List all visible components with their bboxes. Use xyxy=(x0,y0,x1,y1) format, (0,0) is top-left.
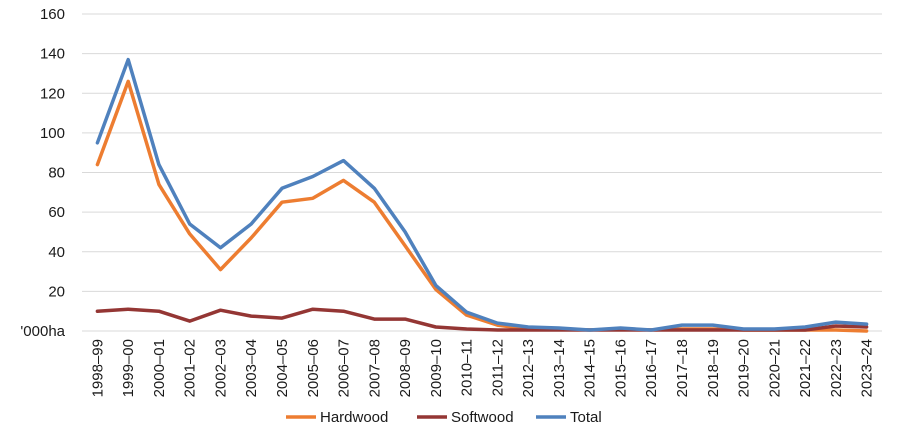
x-tick-label: 2004–05 xyxy=(274,339,291,397)
legend-label-hardwood: Hardwood xyxy=(320,409,388,426)
legend-label-softwood: Softwood xyxy=(451,409,514,426)
x-tick-label: 2011–12 xyxy=(489,339,506,396)
x-tick-label: 2023–24 xyxy=(859,339,876,397)
x-tick-label: 2016–17 xyxy=(643,339,660,397)
x-tick-label: 2005–06 xyxy=(305,339,322,397)
x-axis-ticks: 1998–99 1999–00 2000–01 2001–02 2002–03 2003–… xyxy=(89,339,875,397)
x-tick-label: 2018–19 xyxy=(705,339,722,397)
x-tick-label: 2022–23 xyxy=(828,339,845,397)
series-lines xyxy=(95,57,869,333)
x-tick-label: 2013–14 xyxy=(551,339,568,397)
x-tick-label: 1999–00 xyxy=(120,339,137,397)
y-tick-label: 80 xyxy=(48,165,65,182)
y-tick-label: 120 xyxy=(40,85,65,102)
x-tick-label: 2001–02 xyxy=(182,339,199,397)
x-tick-label: 2010–11 xyxy=(459,339,476,396)
series-line-hardwood xyxy=(95,79,869,333)
x-tick-label: 1998–99 xyxy=(89,339,106,397)
y-tick-label: 100 xyxy=(40,125,65,142)
gridlines xyxy=(82,13,882,292)
x-tick-label: 2012–13 xyxy=(520,339,537,397)
legend-label-total: Total xyxy=(570,409,602,426)
x-tick-label: 2008–09 xyxy=(397,339,414,397)
x-tick-label: 2021–22 xyxy=(797,339,814,397)
x-tick-label: 2015–16 xyxy=(612,339,629,397)
x-tick-label: 2003–04 xyxy=(243,339,260,397)
series-line-total xyxy=(95,57,869,332)
y-axis-ticks: 20 40 60 80 100 120 140 160 xyxy=(40,6,65,300)
y-tick-label: 160 xyxy=(40,6,65,23)
legend: Hardwood Softwood Total xyxy=(286,409,602,426)
y-axis-label: '000ha xyxy=(20,323,65,340)
y-tick-label: 60 xyxy=(48,204,65,221)
x-tick-label: 2002–03 xyxy=(212,339,229,397)
y-tick-label: 40 xyxy=(48,244,65,261)
x-tick-label: 2014–15 xyxy=(582,339,599,397)
x-tick-label: 2019–20 xyxy=(736,339,753,397)
x-tick-label: 2000–01 xyxy=(151,339,168,397)
y-tick-label: 140 xyxy=(40,46,65,63)
x-tick-label: 2017–18 xyxy=(674,339,691,397)
x-tick-label: 2020–21 xyxy=(766,339,783,397)
x-tick-label: 2006–07 xyxy=(336,339,353,397)
x-tick-label: 2009–10 xyxy=(428,339,445,397)
y-tick-label: 20 xyxy=(48,283,65,300)
x-tick-label: 2007–08 xyxy=(366,339,383,397)
